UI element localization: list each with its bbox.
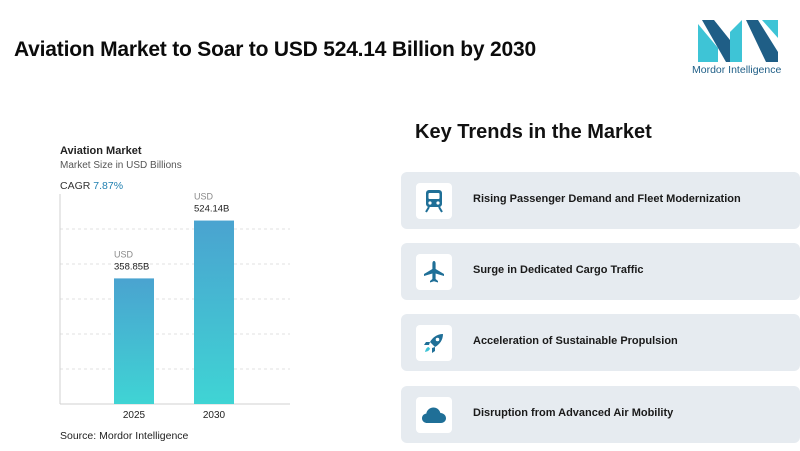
mordor-logo-icon xyxy=(698,20,778,62)
bar-2030 xyxy=(194,220,234,404)
trend-icon-box xyxy=(416,183,452,219)
trend-label: Disruption from Advanced Air Mobility xyxy=(473,407,674,419)
company-logo: Mordor Intelligence xyxy=(690,20,786,80)
trend-card-cargo-traffic: Surge in Dedicated Cargo Traffic xyxy=(401,243,800,300)
logo-text: Mordor Intelligence xyxy=(692,64,782,76)
page-title: Aviation Market to Soar to USD 524.14 Bi… xyxy=(14,38,536,61)
trend-card-sustainable-propulsion: Acceleration of Sustainable Propulsion xyxy=(401,314,800,371)
airplane-icon xyxy=(424,261,444,283)
data-label-unit: USD xyxy=(114,249,134,259)
data-label-value: 358.85B xyxy=(114,261,149,272)
cloud-icon xyxy=(422,407,446,423)
train-icon xyxy=(425,190,443,213)
cagr-readout: CAGR 7.87% xyxy=(60,180,123,192)
x-tick-label: 2025 xyxy=(123,410,146,421)
chart-source: Source: Mordor Intelligence xyxy=(60,430,189,442)
data-label-unit: USD xyxy=(194,192,214,202)
trend-icon-box xyxy=(416,254,452,290)
bar-2025 xyxy=(114,278,154,404)
trend-icon-box xyxy=(416,325,452,361)
chart-header: Aviation Market Market Size in USD Billi… xyxy=(60,145,182,171)
x-tick-label: 2030 xyxy=(203,410,226,421)
rocket-icon xyxy=(424,334,443,353)
cagr-label: CAGR xyxy=(60,180,91,192)
trends-title: Key Trends in the Market xyxy=(415,121,652,143)
trend-icon-box xyxy=(416,397,452,433)
cagr-value: 7.87% xyxy=(93,180,124,192)
chart-title: Aviation Market xyxy=(60,145,142,157)
trend-label: Acceleration of Sustainable Propulsion xyxy=(473,335,678,347)
trend-label: Surge in Dedicated Cargo Traffic xyxy=(473,264,644,276)
trend-card-advanced-air-mobility: Disruption from Advanced Air Mobility xyxy=(401,386,800,443)
chart-subtitle: Market Size in USD Billions xyxy=(60,160,182,171)
trend-label: Rising Passenger Demand and Fleet Modern… xyxy=(473,193,741,205)
data-label-value: 524.14B xyxy=(194,204,229,215)
trend-card-passenger-demand: Rising Passenger Demand and Fleet Modern… xyxy=(401,172,800,229)
